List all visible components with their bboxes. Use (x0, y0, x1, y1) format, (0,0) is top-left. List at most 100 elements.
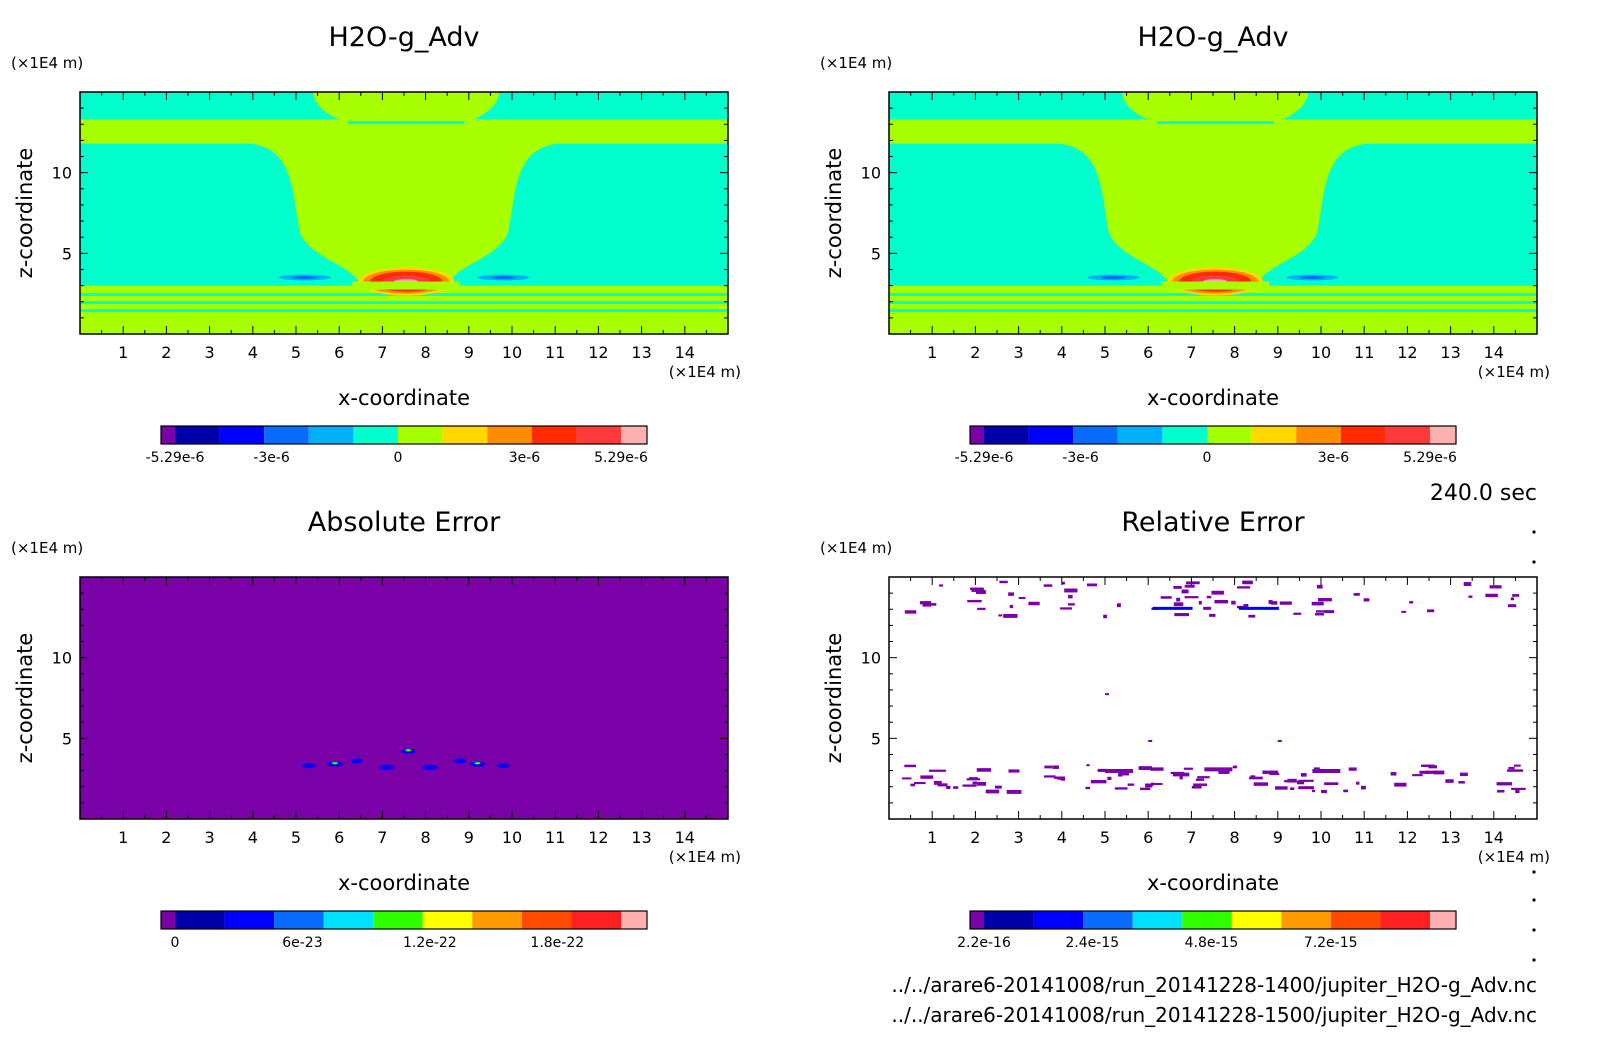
colorbar-swatch-4 (1083, 911, 1133, 929)
x-tick-label: 8 (1230, 343, 1240, 362)
x-unit-label: (×1E4 m) (1478, 363, 1550, 381)
colorbar-swatch-11 (1430, 911, 1456, 929)
field-background (889, 577, 1537, 819)
x-tick-label: 10 (502, 828, 522, 847)
speckle-bottom-2 (1419, 770, 1430, 774)
field-lens-core-2 (1300, 276, 1325, 280)
panel-title: H2O-g_Adv (329, 22, 480, 53)
y-unit-label: (×1E4 m) (820, 539, 892, 557)
speckle-top-14 (977, 607, 986, 610)
colorbar-swatch-8 (1281, 911, 1331, 929)
speckle-top-24 (1268, 600, 1273, 605)
colorbar: 2.2e-16 2.4e-15 4.8e-15 7.2e-15 (957, 910, 1457, 951)
speckle-bottom-58 (1421, 764, 1435, 767)
speckle-top-68 (1485, 593, 1498, 598)
x-unit-label: (×1E4 m) (669, 363, 741, 381)
x-unit-label: (×1E4 m) (1478, 848, 1550, 866)
speckle-bottom-39 (1008, 769, 1020, 773)
field-anomaly-base (352, 281, 461, 290)
x-tick-label: 13 (1440, 343, 1460, 362)
colorbar-tick-label: -3e-6 (1062, 450, 1099, 466)
x-tick-label: 13 (1440, 828, 1460, 847)
speckle-top-51 (1018, 596, 1026, 600)
speckle-top-37 (1353, 593, 1360, 596)
x-unit-label: (×1E4 m) (669, 848, 741, 866)
field-top-right (1308, 92, 1537, 120)
colorbar-swatch-3 (224, 911, 275, 929)
speckle-top-25 (1184, 584, 1195, 588)
speckle-bottom-90 (1511, 787, 1526, 790)
speckle-top-8 (1160, 596, 1172, 599)
colorbar-swatch-8 (1251, 426, 1297, 444)
speckle-bottom-75 (1150, 767, 1164, 771)
speckle-bottom-60 (1253, 782, 1268, 786)
speckle-bottom-6 (1458, 781, 1465, 784)
speckle-bottom-71 (1057, 777, 1062, 780)
y-axis-label: z-coordinate (822, 148, 846, 279)
colorbar-tick-label: 1.8e-22 (530, 935, 584, 951)
x-tick-label: 6 (1143, 343, 1153, 362)
field-region-left (889, 143, 1170, 286)
speckle-top-2 (1176, 597, 1181, 602)
speckle-top-21 (1248, 614, 1256, 618)
colorbar-swatch-3 (1028, 426, 1074, 444)
speckle-top-38 (939, 584, 943, 587)
colorbar-swatch-5 (323, 911, 374, 929)
speckle-top-17 (1173, 585, 1182, 589)
speckle-bottom-55 (1324, 782, 1339, 786)
speckle-bottom-70 (1298, 786, 1314, 790)
speckle-bottom-61 (1425, 770, 1438, 774)
speckle-top-70 (1512, 594, 1520, 597)
panel-2: H2O-g_Adv(×1E4 m)1 2 3 4 5 6 7 8 9 10 11 12 13 14510(… (820, 22, 1550, 466)
field-blob-3 (350, 758, 363, 764)
colorbar-frame (969, 910, 1457, 930)
speckle-top-45 (1242, 580, 1253, 585)
speckle-top-16 (1507, 604, 1517, 608)
colorbar-swatch-3 (1033, 911, 1084, 929)
x-tick-label: 1 (927, 343, 937, 362)
speckle-top-11 (1116, 603, 1121, 608)
colorbar-swatch-2 (984, 426, 1029, 444)
x-tick-label: 14 (675, 343, 695, 362)
x-tick-label: 6 (1143, 828, 1153, 847)
colorbar-tick-label: -5.29e-6 (146, 450, 205, 466)
speckle-bottom-8 (1412, 774, 1423, 777)
speckle-bottom-42 (904, 764, 917, 768)
y-tick-label: 10 (861, 649, 881, 668)
speckle-top-36 (1181, 589, 1189, 594)
speckle-top-31 (1209, 613, 1216, 617)
field-anomaly-base (1161, 281, 1270, 290)
x-tick-label: 7 (1186, 343, 1196, 362)
speckle-top-33 (1401, 610, 1407, 613)
speckle-bottom-31 (966, 778, 981, 781)
colorbar-swatch-8 (472, 911, 522, 929)
x-tick-label: 2 (161, 343, 171, 362)
speckle-bottom-89 (1313, 767, 1320, 770)
colorbar-tick-label: 1.2e-22 (403, 935, 457, 951)
speckle-bottom-34 (1179, 775, 1183, 780)
file-path-2: ../../arare6-20141008/run_20141228-1500/… (891, 1003, 1537, 1027)
speckle-bottom-19 (1275, 786, 1288, 790)
speckle-bottom-88 (1044, 765, 1053, 769)
colorbar-swatch-10 (1340, 426, 1386, 444)
speckle-top-12 (1043, 584, 1053, 587)
colorbar-swatch-5 (1132, 911, 1183, 929)
x-tick-label: 3 (1014, 828, 1024, 847)
y-unit-label: (×1E4 m) (11, 54, 83, 72)
speckle-bottom-18 (1296, 780, 1305, 785)
speckle-bottom-65 (994, 785, 1002, 789)
speckle-top-39 (1009, 604, 1014, 609)
speckle-top-19 (1064, 588, 1078, 593)
colorbar-swatch-4 (274, 911, 324, 929)
speckle-bottom-16 (1433, 770, 1445, 775)
speckle-bottom-14 (1172, 772, 1190, 777)
x-tick-label: 14 (675, 828, 695, 847)
field-blob-6 (421, 764, 438, 770)
speckle-bottom-3 (1284, 780, 1289, 783)
speckle-top-4 (1315, 613, 1325, 616)
edge-dot-4 (1532, 898, 1536, 902)
speckle-top-20 (1489, 585, 1502, 589)
panel-title: Absolute Error (308, 507, 501, 538)
field-blob-4 (378, 764, 395, 770)
field-blob-core-5 (405, 749, 412, 752)
